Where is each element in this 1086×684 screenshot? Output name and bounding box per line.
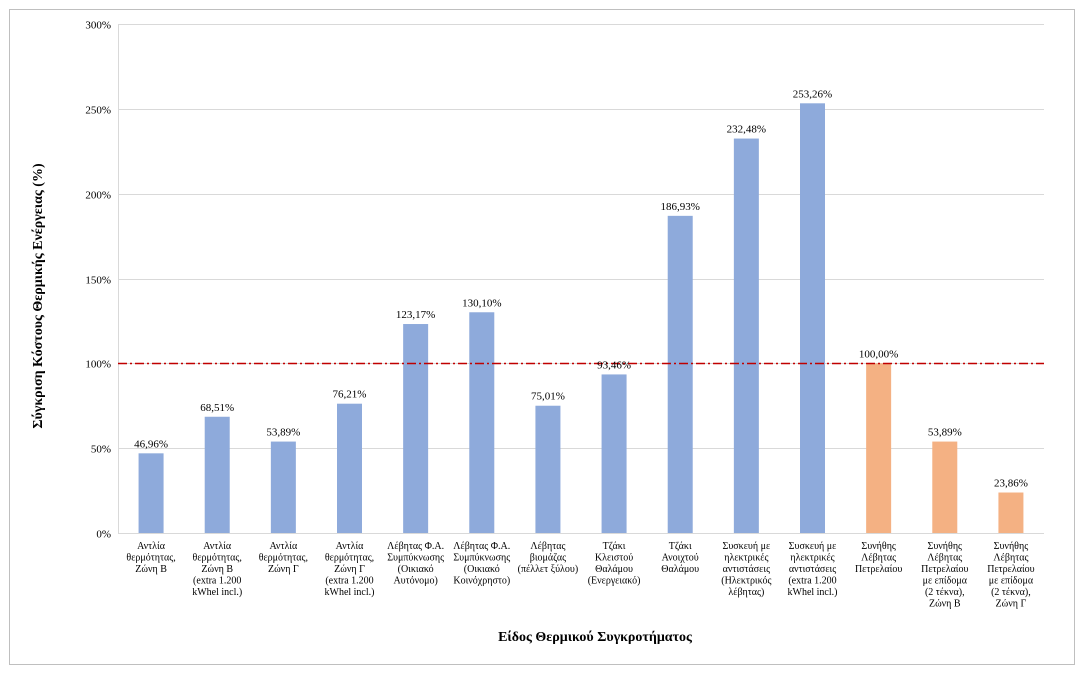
x-tick-label: Λέβητας βιομάζας (πέλλετ ξύλου) xyxy=(518,541,579,575)
data-label: 100,00% xyxy=(859,348,898,360)
y-tick-label: 150% xyxy=(85,275,111,287)
bar xyxy=(270,441,296,533)
x-axis: Αντλία θερμότητας, Ζώνη Β Αντλία θερμότητας,… xyxy=(118,533,1044,610)
bar xyxy=(667,215,693,533)
bar xyxy=(800,103,825,534)
data-label: 53,89% xyxy=(266,427,300,439)
bar xyxy=(337,403,362,533)
x-tick-label: Αντλία θερμότητας, Ζώνη Γ xyxy=(259,541,308,575)
y-tick-label: 250% xyxy=(85,105,111,117)
bar xyxy=(469,312,495,533)
bar xyxy=(998,492,1024,533)
x-tick-label: Συνήθης Λέβητας Πετρελαίου με επίδομα (2 τέκ… xyxy=(987,541,1034,610)
gridlines xyxy=(118,24,1044,534)
data-label: 253,26% xyxy=(793,88,832,100)
x-tick-label: Αντλία θερμότητας, Ζώνη Β xyxy=(126,541,175,575)
x-axis-title: Είδος Θερμικού Συγκροτήματος xyxy=(498,630,693,645)
data-label: 75,01% xyxy=(531,391,565,403)
bar xyxy=(866,363,892,533)
bar xyxy=(535,405,561,533)
y-tick-label: 300% xyxy=(85,20,111,32)
y-axis: 0% 50% 100% 150% 200% 250% 300% xyxy=(85,20,119,541)
bar xyxy=(204,416,230,533)
data-label: 232,48% xyxy=(727,124,766,136)
chart-frame xyxy=(9,9,1075,665)
bar xyxy=(601,374,627,533)
bar xyxy=(138,453,164,533)
y-tick-label: 100% xyxy=(85,359,111,371)
y-tick-label: 50% xyxy=(91,444,111,456)
data-label: 130,10% xyxy=(462,297,501,309)
x-tick-label: Λέβητας Φ.Α. Συμπύκνωσης (Οικιακό Κοινόχρησ… xyxy=(453,541,510,587)
x-tick-label: Συνήθης Λέβητας Πετρελαίου με επίδομα (2 τέκ… xyxy=(921,541,968,610)
bars xyxy=(138,103,1024,534)
x-tick-label: Τζάκι Ανοιχτού Θαλάμου xyxy=(661,541,699,575)
data-label: 123,17% xyxy=(396,309,435,321)
x-tick-label: Συσκευή με ηλεκτρικές αντιστάσεις (extra 1.… xyxy=(788,541,838,598)
data-labels: 46,96% 68,51% 53,89% 76,21% 123,17% 130,10% 75… xyxy=(134,88,1028,489)
y-tick-label: 200% xyxy=(85,190,111,202)
y-axis-title: Σύγκριση Κόστους Θερμικής Ενέργειας (%) xyxy=(31,163,46,429)
x-tick-label: Τζάκι Κλειστού Θαλάμου (Ενεργειακό) xyxy=(588,541,641,587)
data-label: 93,46% xyxy=(597,359,631,371)
data-label: 76,21% xyxy=(333,389,367,401)
x-tick-label: Αντλία θερμότητας, Ζώνη Γ (extra 1.200 kWhel… xyxy=(325,541,375,598)
data-label: 23,86% xyxy=(994,478,1028,490)
data-label: 53,89% xyxy=(928,427,962,439)
bar xyxy=(733,138,759,533)
y-tick-label: 0% xyxy=(96,529,111,541)
bar xyxy=(403,324,429,533)
data-label: 46,96% xyxy=(134,438,168,450)
bar xyxy=(932,441,958,533)
data-label: 186,93% xyxy=(661,201,700,213)
x-tick-label: Συνήθης Λέβητας Πετρελαίου xyxy=(855,541,902,575)
x-tick-label: Λέβητας Φ.Α. Συμπύκνωσης (Οικιακό Αυτόνομο) xyxy=(387,541,444,587)
x-tick-label: Συσκευή με ηλεκτρικές αντιστάσεις (Ηλεκτρικ… xyxy=(721,541,771,598)
data-label: 68,51% xyxy=(200,402,234,414)
x-tick-label: Αντλία θερμότητας, Ζώνη Β (extra 1.200 kWhel… xyxy=(192,541,242,598)
